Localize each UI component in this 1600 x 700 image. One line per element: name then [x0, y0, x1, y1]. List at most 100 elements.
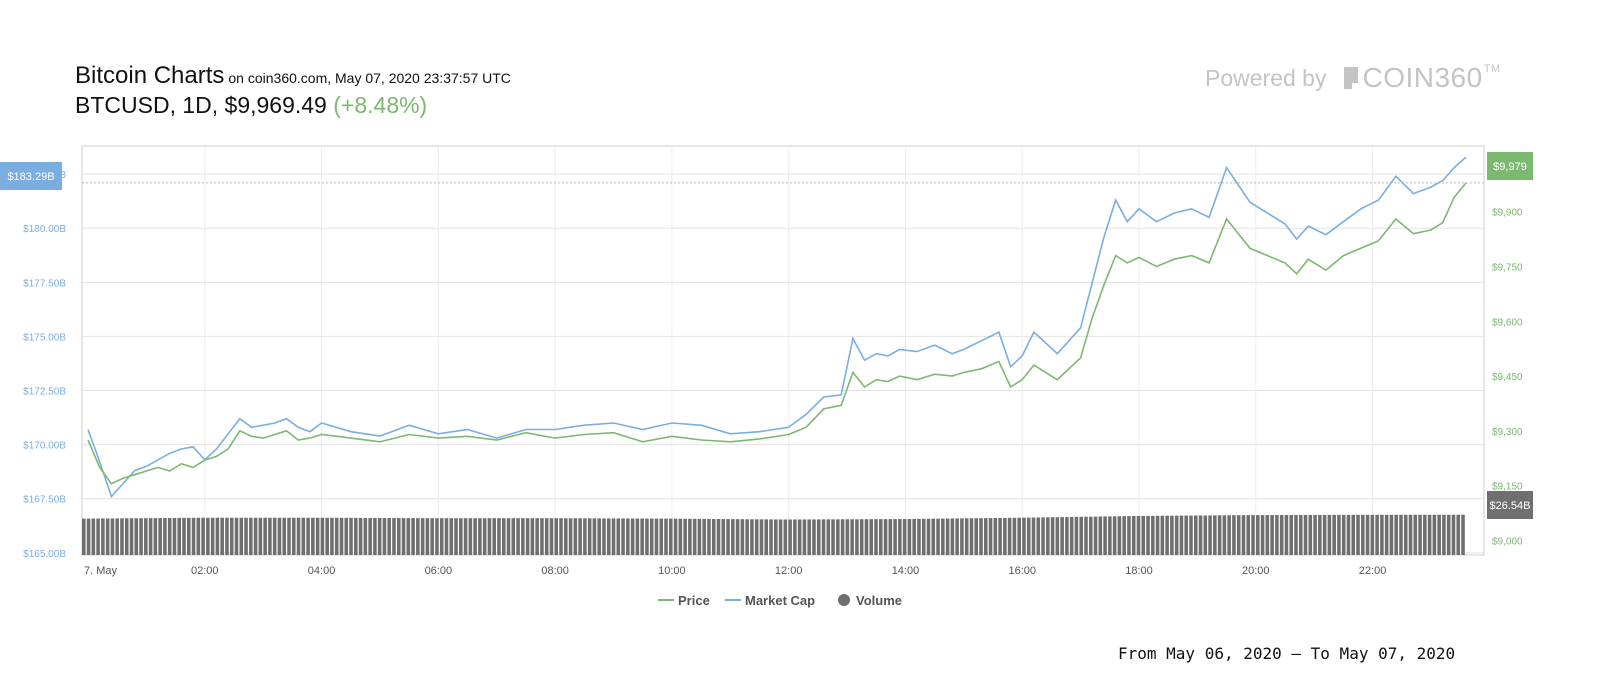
volume-bar — [678, 518, 683, 555]
coin360-logo: COIN360 TM — [1344, 62, 1500, 94]
chart-source: on coin360.com, May 07, 2020 23:37:57 UT… — [228, 70, 511, 86]
volume-bar — [1456, 514, 1461, 555]
volume-bar — [253, 517, 258, 555]
x-axis-tick-label: 08:00 — [541, 565, 569, 577]
volume-bar — [1432, 514, 1437, 555]
volume-bar — [1184, 515, 1188, 555]
volume-bar — [692, 518, 697, 555]
volume-bar — [1060, 517, 1064, 555]
volume-bar — [597, 518, 601, 555]
volume-bar — [1446, 514, 1451, 555]
volume-bar — [1246, 515, 1251, 555]
volume-bar — [182, 517, 186, 555]
volume-bar — [344, 517, 349, 555]
x-axis-tick-label: 7. May — [84, 565, 118, 577]
volume-bar — [1365, 514, 1370, 555]
volume-bar — [960, 518, 964, 555]
left-axis-tick-label: $172.50B — [23, 387, 66, 398]
volume-bar — [373, 517, 377, 555]
volume-bar — [1103, 516, 1107, 555]
volume-bar — [1442, 514, 1446, 555]
left-axis-tick-label: $180.00B — [23, 224, 66, 235]
volume-bar — [406, 518, 411, 555]
volume-bar — [196, 517, 201, 555]
volume-bar — [1179, 515, 1184, 555]
volume-bar — [287, 517, 291, 555]
legend-item-market-cap[interactable]: Market Cap — [725, 593, 815, 608]
volume-bar — [1213, 515, 1217, 555]
volume-bar — [1241, 515, 1246, 555]
volume-bar — [425, 518, 430, 555]
volume-bar — [1117, 516, 1122, 555]
volume-bar — [1112, 516, 1117, 555]
volume-bar — [282, 517, 287, 555]
volume-bar — [1279, 515, 1284, 555]
volume-bar — [363, 517, 368, 555]
volume-bar — [420, 518, 425, 555]
volume-bar — [917, 518, 921, 555]
volume-bar — [1260, 515, 1265, 555]
volume-bar — [315, 517, 320, 555]
volume-bar — [1050, 517, 1055, 555]
volume-bar — [893, 519, 897, 555]
legend-item-volume[interactable]: Volume — [838, 593, 902, 608]
volume-bar — [769, 519, 773, 555]
volume-bar — [1322, 514, 1327, 555]
legend[interactable]: Price Market Cap Volume — [658, 593, 902, 608]
volume-bar — [859, 519, 864, 555]
volume-bar — [721, 519, 726, 555]
volume-bar — [626, 518, 630, 555]
ticker-change: (+8.48%) — [333, 92, 428, 118]
volume-bar — [1346, 514, 1351, 555]
volume-bar — [139, 518, 143, 555]
volume-bar — [578, 518, 582, 555]
volume-bar — [974, 518, 979, 555]
volume-bar — [435, 518, 439, 555]
volume-bar — [396, 518, 401, 555]
volume-bar — [774, 519, 778, 555]
volume-bar — [105, 518, 110, 555]
volume-bar — [454, 518, 458, 555]
grid — [82, 146, 1484, 555]
volume-bar — [1384, 514, 1389, 555]
volume-bar — [592, 518, 597, 555]
volume-bar — [979, 518, 983, 555]
volume-bar — [864, 519, 869, 555]
volume-bars — [82, 514, 1465, 555]
volume-bar — [191, 517, 196, 555]
volume-bar — [673, 518, 678, 555]
volume-bar — [1108, 516, 1112, 555]
legend-swatch — [838, 594, 850, 606]
volume-bar — [1141, 515, 1146, 555]
legend-item-price[interactable]: Price — [658, 593, 710, 608]
right-axis-tick-label: $9,150 — [1492, 482, 1523, 493]
volume-bar — [277, 517, 282, 555]
volume-bar — [530, 518, 535, 555]
volume-bar — [263, 517, 267, 555]
volume-bar — [258, 517, 263, 555]
volume-bar — [1394, 514, 1398, 555]
volume-bar — [936, 518, 940, 555]
volume-bar — [497, 518, 501, 555]
volume-bar — [764, 519, 769, 555]
volume-bar — [1423, 514, 1427, 555]
volume-bar — [559, 518, 563, 555]
volume-bar — [354, 517, 358, 555]
volume-bar — [874, 519, 878, 555]
coin360-logo-text: COIN360 — [1362, 62, 1483, 93]
volume-bar — [325, 517, 329, 555]
volume-bar — [683, 518, 687, 555]
current-value-badges: $183.29B $9,979 $26.54B — [0, 152, 1533, 519]
legend-label: Price — [678, 593, 710, 608]
volume-bar — [401, 518, 406, 555]
volume-bar — [616, 518, 621, 555]
volume-bar — [172, 517, 177, 555]
volume-bar — [969, 518, 974, 555]
volume-bar — [1155, 515, 1160, 555]
volume-bar — [902, 519, 907, 555]
volume-bar — [1017, 517, 1021, 555]
volume-bar — [883, 519, 888, 555]
volume-bar — [606, 518, 611, 555]
volume-bar — [1375, 514, 1379, 555]
volume-bar — [931, 518, 936, 555]
